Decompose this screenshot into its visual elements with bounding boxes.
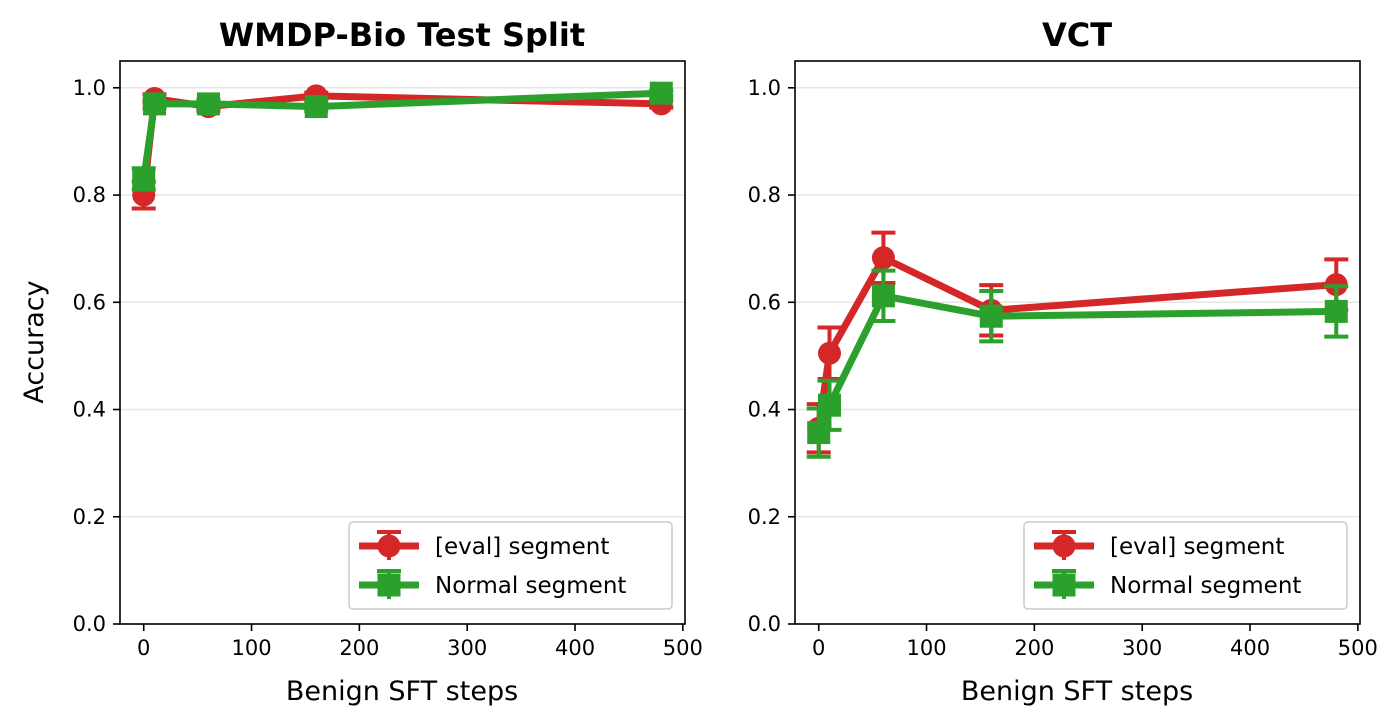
data-point	[143, 92, 167, 116]
data-point	[818, 341, 842, 365]
x-tick-label: 100	[906, 636, 946, 660]
panel-vct: VCT Benign SFT steps 0 100 200 300 400 500 0.0…	[748, 16, 1378, 707]
series-line	[815, 254, 1337, 429]
data-point	[196, 92, 220, 116]
y-axis-label: Accuracy	[19, 280, 50, 403]
data-point	[807, 421, 831, 445]
y-tick-label: 0.6	[73, 290, 106, 314]
series-line	[815, 292, 1337, 434]
series-line	[140, 92, 662, 196]
panel-title: WMDP-Bio Test Split	[219, 16, 585, 54]
x-tick-label: 0	[812, 636, 825, 660]
data-point	[132, 167, 156, 191]
y-tick-label: 0.8	[73, 183, 106, 207]
x-tick-label: 200	[339, 636, 379, 660]
x-tick-label: 300	[1122, 636, 1162, 660]
data-point	[818, 393, 842, 417]
x-tick-label: 200	[1014, 636, 1054, 660]
x-tick-label: 300	[447, 636, 487, 660]
data-point	[979, 304, 1003, 328]
data-point	[1324, 299, 1348, 323]
x-tick-label: 0	[137, 636, 150, 660]
legend-box	[1023, 521, 1348, 610]
y-tick-label: 0.4	[748, 398, 781, 422]
data-point	[649, 81, 673, 105]
y-tick-label: 0.0	[73, 612, 106, 636]
legend-marker	[1052, 534, 1076, 558]
y-tick-label: 0.0	[748, 612, 781, 636]
x-tick-label: 400	[555, 636, 595, 660]
panel-title: VCT	[1042, 16, 1112, 54]
y-tick-label: 1.0	[73, 76, 106, 100]
y-tick-label: 1.0	[748, 76, 781, 100]
plot-frame	[119, 60, 686, 625]
x-tick-label: 100	[231, 636, 271, 660]
y-tick-label: 0.2	[73, 505, 106, 529]
x-tick-label: 500	[1338, 636, 1378, 660]
legend-label: Normal segment	[435, 573, 626, 599]
x-axis-label: Benign SFT steps	[961, 676, 1193, 707]
series-line	[140, 89, 662, 180]
legend-label: Normal segment	[1110, 573, 1301, 599]
y-tick-label: 0.2	[748, 505, 781, 529]
legend-marker	[1052, 573, 1076, 597]
data-point	[871, 284, 895, 308]
panel-wmdp-bio: WMDP-Bio Test Split Benign SFT steps Acc…	[19, 16, 703, 707]
y-tick-label: 0.6	[748, 290, 781, 314]
x-axis-label: Benign SFT steps	[286, 676, 518, 707]
legend-marker	[377, 573, 401, 597]
data-point	[871, 246, 895, 270]
plot-frame	[794, 60, 1361, 625]
legend-marker	[377, 534, 401, 558]
legend-label: [eval] segment	[435, 534, 609, 560]
legend-box	[348, 521, 673, 610]
data-point	[304, 95, 328, 119]
y-tick-label: 0.8	[748, 183, 781, 207]
x-tick-label: 400	[1230, 636, 1270, 660]
x-tick-label: 500	[663, 636, 703, 660]
y-tick-label: 0.4	[73, 398, 106, 422]
legend-label: [eval] segment	[1110, 534, 1284, 560]
